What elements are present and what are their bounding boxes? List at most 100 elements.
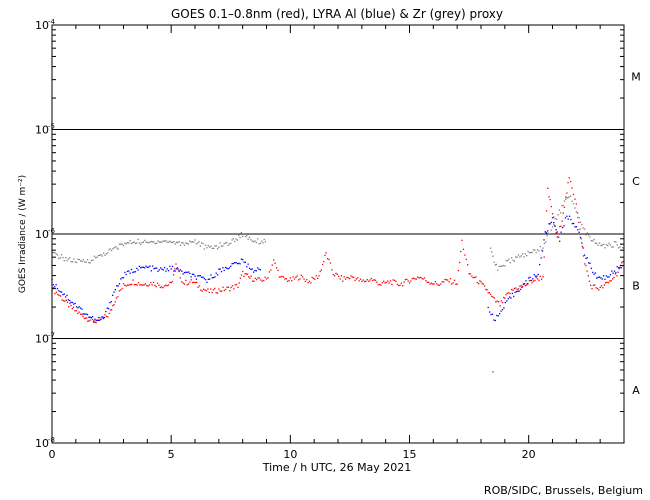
data-point <box>163 266 166 269</box>
data-point <box>263 238 265 241</box>
data-point <box>102 317 104 320</box>
data-point <box>572 193 575 196</box>
data-point <box>84 317 87 319</box>
data-point <box>441 281 443 283</box>
data-point <box>141 266 143 268</box>
y-tick-base: 10 <box>35 124 49 137</box>
flare-class-m: M <box>631 71 641 84</box>
data-point <box>329 262 332 264</box>
data-point <box>197 275 199 277</box>
data-point <box>491 313 494 315</box>
data-point <box>373 279 375 281</box>
data-point <box>357 277 359 279</box>
data-point <box>134 242 137 245</box>
data-point <box>214 287 216 290</box>
data-point <box>207 245 209 247</box>
data-point <box>511 292 514 295</box>
data-point <box>204 279 207 281</box>
data-point <box>250 268 252 271</box>
data-point <box>518 290 520 292</box>
data-point <box>199 275 201 277</box>
data-point <box>137 269 139 271</box>
y-tick-exponent: -4 <box>48 18 56 26</box>
data-point <box>335 272 337 275</box>
data-point <box>197 242 199 244</box>
data-point <box>212 289 215 291</box>
data-point <box>374 279 377 281</box>
data-point <box>200 289 202 291</box>
data-point <box>185 279 187 282</box>
data-point <box>530 251 532 254</box>
data-point <box>132 271 134 274</box>
data-point <box>165 270 167 272</box>
data-point <box>554 217 556 220</box>
data-point <box>171 265 174 268</box>
data-point <box>619 246 621 248</box>
data-point <box>75 310 78 312</box>
data-point <box>600 285 603 287</box>
data-point <box>257 238 259 240</box>
data-point <box>570 180 572 183</box>
data-point <box>145 265 147 267</box>
data-point <box>491 295 493 297</box>
data-point <box>230 242 232 245</box>
data-point <box>538 279 540 282</box>
data-point <box>501 309 504 311</box>
data-point <box>372 279 374 282</box>
data-point <box>436 283 438 285</box>
data-point <box>515 256 517 258</box>
data-point <box>163 240 166 242</box>
data-point <box>222 267 224 269</box>
data-point <box>55 284 57 286</box>
data-point <box>527 283 529 285</box>
data-point <box>206 247 208 249</box>
data-point <box>391 283 393 286</box>
data-point <box>492 296 494 298</box>
data-point <box>353 276 355 279</box>
data-point <box>85 317 88 319</box>
data-point <box>59 291 61 293</box>
data-point <box>481 282 483 285</box>
data-point <box>166 241 168 243</box>
data-point <box>605 275 607 277</box>
data-point <box>362 279 364 281</box>
data-point <box>255 270 257 272</box>
flare-class-b: B <box>632 280 640 293</box>
data-point <box>181 281 183 283</box>
data-point <box>598 289 600 291</box>
data-point <box>421 277 423 279</box>
data-point <box>226 267 228 269</box>
data-point <box>483 285 486 287</box>
data-point <box>61 299 63 301</box>
data-point <box>546 234 548 237</box>
data-point <box>622 261 624 263</box>
data-point <box>254 240 256 242</box>
data-point <box>117 285 119 287</box>
data-point <box>189 281 191 283</box>
data-point <box>170 282 172 284</box>
data-point <box>609 274 612 276</box>
data-point <box>132 279 134 281</box>
data-point <box>80 260 82 262</box>
data-point <box>68 306 70 308</box>
data-point <box>310 282 312 284</box>
data-point <box>236 239 239 241</box>
data-point <box>122 283 125 285</box>
data-point <box>541 278 543 280</box>
data-point <box>210 245 212 247</box>
data-point <box>445 279 447 281</box>
data-point <box>503 296 505 299</box>
data-point <box>265 278 268 280</box>
data-point <box>83 317 85 320</box>
data-point <box>449 277 452 280</box>
data-point <box>202 276 204 278</box>
data-point <box>190 276 192 278</box>
data-point <box>423 277 426 279</box>
data-point <box>133 241 135 243</box>
data-point <box>340 275 343 277</box>
data-point <box>422 278 424 280</box>
data-point <box>559 240 561 242</box>
data-point <box>566 197 568 199</box>
data-point <box>190 279 192 281</box>
